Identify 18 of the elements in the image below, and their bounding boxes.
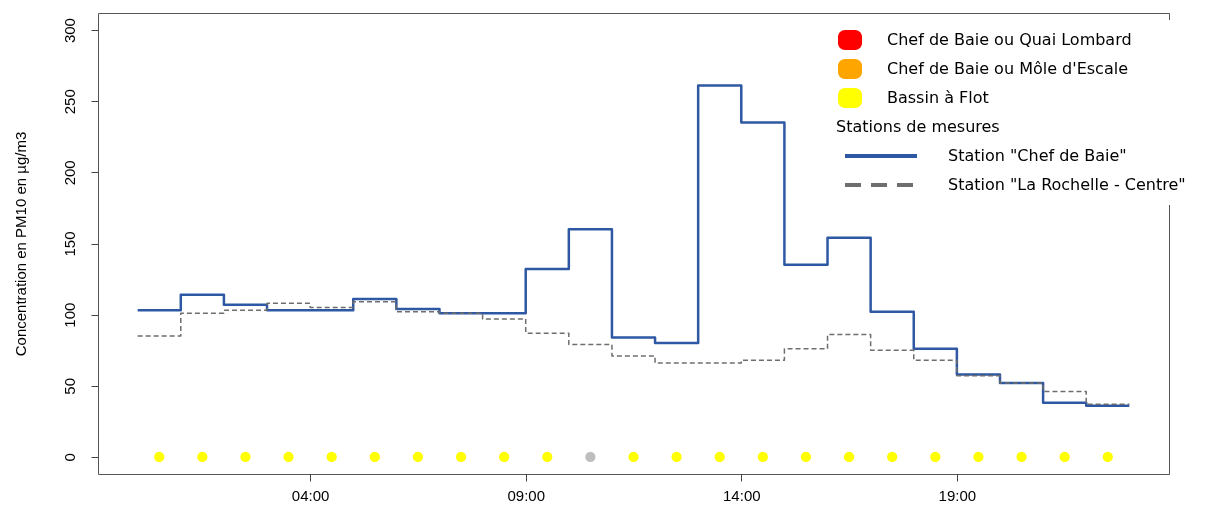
y-tick-label: 200 [60,160,78,186]
legend-label: Chef de Baie ou Môle d'Escale [887,59,1128,78]
legend-title: Stations de mesures [836,117,1000,136]
y-tick-label: 100 [60,302,78,328]
legend-label: Bassin à Flot [887,88,989,107]
x-tick-label: 14:00 [723,486,761,504]
y-axis-title: Concentration en PM10 en µg/m3 [11,131,29,357]
y-tick-label: 50 [60,377,78,395]
legend-label: Station "Chef de Baie" [948,146,1127,165]
y-tick-label: 250 [60,89,78,115]
x-tick-label: 04:00 [291,486,330,504]
y-tick-label: 0 [60,453,78,462]
legend-label: Chef de Baie ou Quai Lombard [887,30,1132,49]
x-tick-label: 09:00 [507,486,545,504]
y-tick-label: 150 [60,231,78,257]
y-tick-label: 300 [60,18,78,44]
x-tick-label: 19:00 [938,486,977,504]
legend-label: Station "La Rochelle - Centre" [948,175,1186,194]
